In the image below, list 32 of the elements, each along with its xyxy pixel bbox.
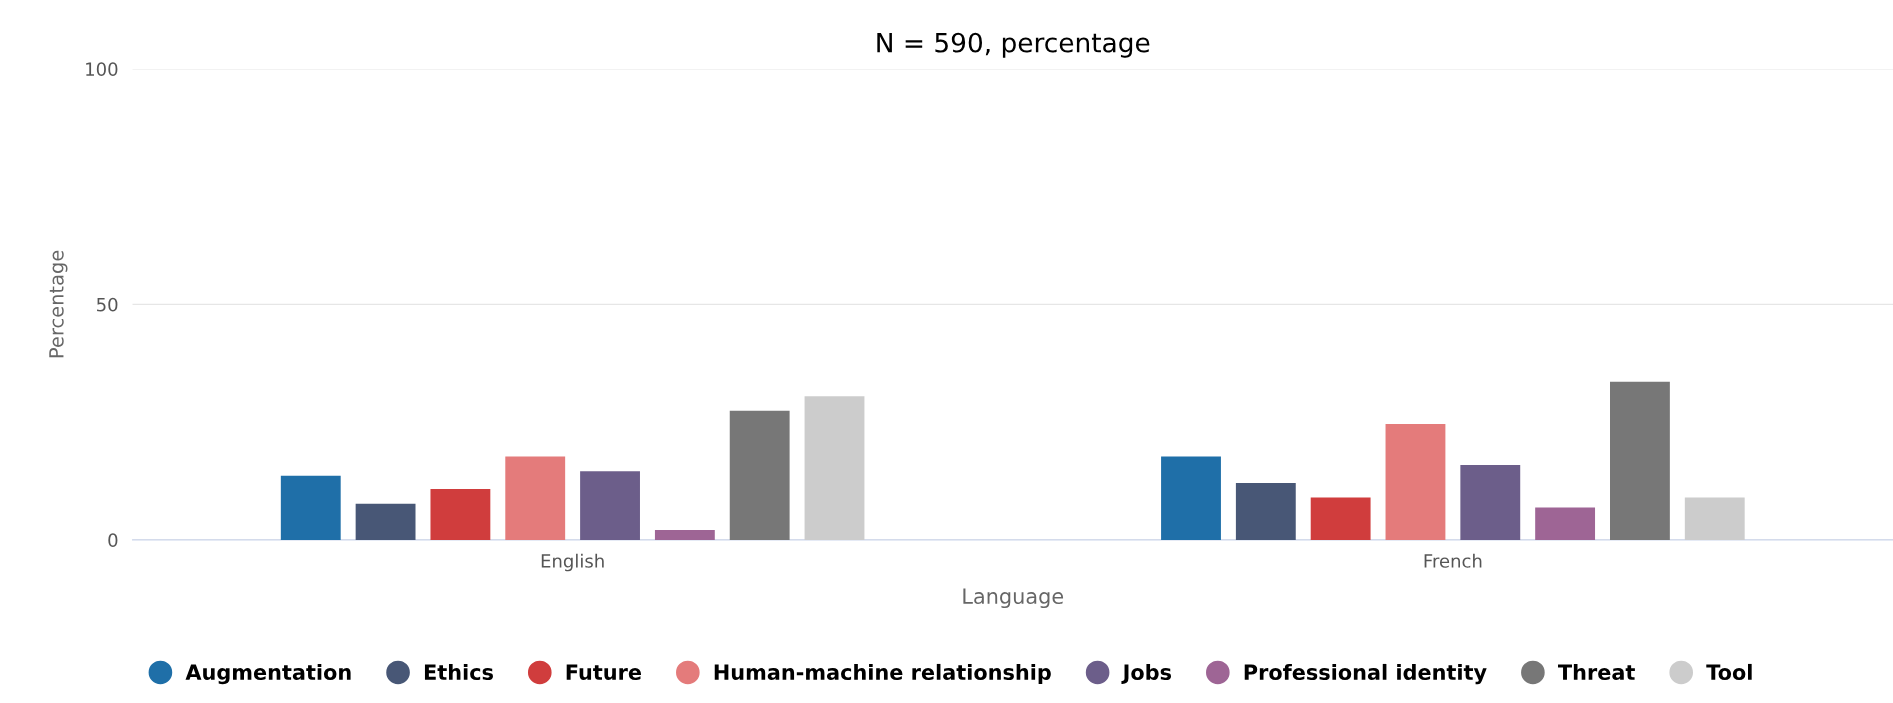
legend-label: Ethics — [424, 663, 493, 681]
bar — [1385, 424, 1446, 540]
bar — [729, 410, 790, 540]
x-tick-label: English — [541, 553, 604, 572]
bar — [1235, 482, 1296, 540]
y-tick-label: 50 — [97, 297, 118, 312]
bar — [355, 503, 416, 540]
bar — [1684, 497, 1745, 540]
bar — [804, 396, 865, 540]
legend-label: Threat — [1558, 663, 1635, 681]
bar — [280, 475, 341, 540]
legend-label: Future — [566, 664, 641, 681]
bar — [1310, 497, 1371, 540]
x-tick-label: French — [1424, 553, 1482, 568]
bar — [1161, 456, 1221, 540]
y-axis-title: Percentage — [49, 250, 68, 358]
bar — [654, 530, 715, 540]
bar — [1460, 465, 1521, 540]
bar — [1610, 381, 1670, 540]
bar — [580, 471, 640, 540]
legend-label: Augmentation — [185, 663, 351, 685]
legend-label: Jobs — [1121, 663, 1172, 684]
legend-label: Professional identity — [1244, 663, 1487, 685]
legend-label: Tool — [1706, 663, 1752, 681]
y-tick-label: 100 — [86, 62, 118, 77]
chart-title: N = 590, percentage — [877, 32, 1150, 58]
bar — [505, 456, 566, 540]
x-axis-title: Language — [963, 588, 1064, 609]
bar — [430, 489, 491, 540]
bar — [1535, 507, 1596, 540]
legend-label: Human-machine relationship — [714, 663, 1051, 685]
y-tick-label: 0 — [108, 533, 118, 548]
